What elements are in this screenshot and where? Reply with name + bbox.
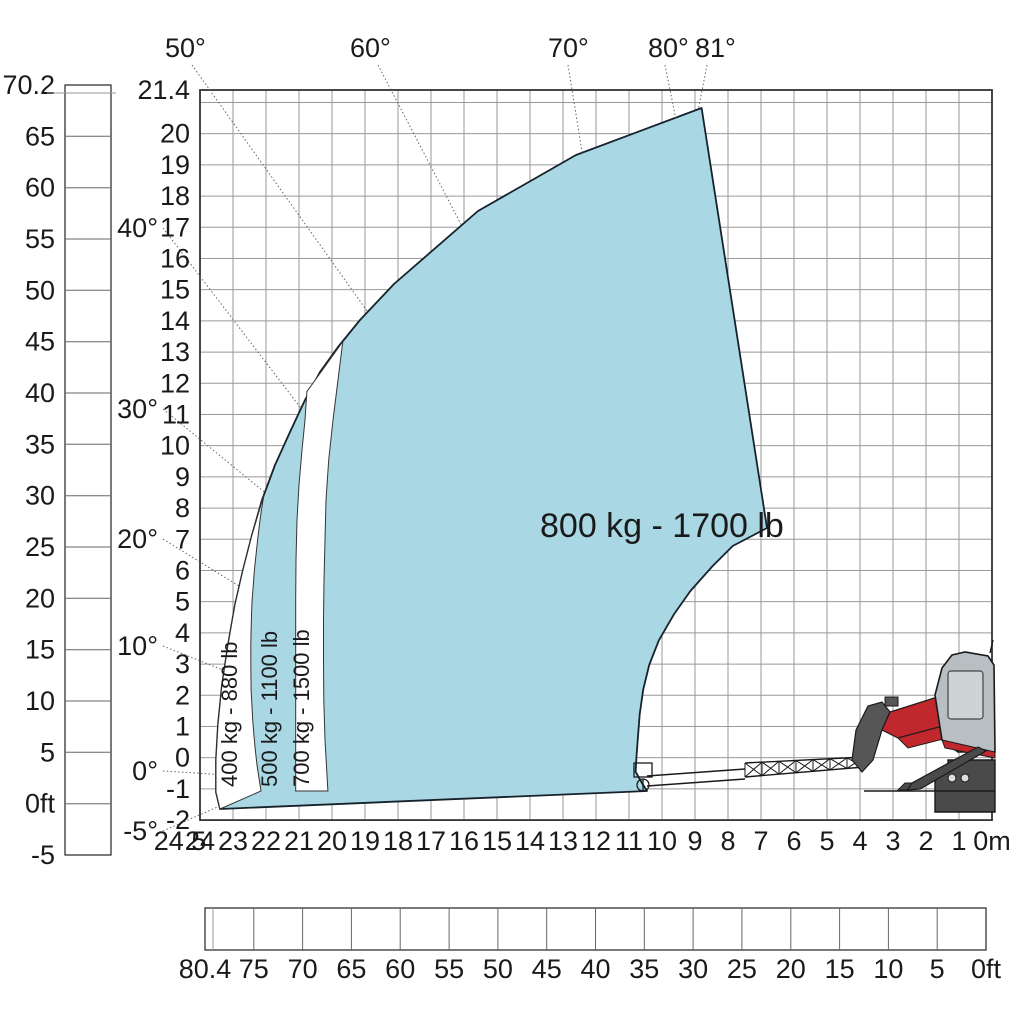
svg-text:80.4: 80.4 <box>179 954 232 984</box>
svg-text:3: 3 <box>175 649 190 679</box>
svg-text:17: 17 <box>160 212 190 242</box>
svg-text:800 kg - 1700 lb: 800 kg - 1700 lb <box>540 507 784 545</box>
svg-text:25: 25 <box>727 954 757 984</box>
svg-text:3: 3 <box>885 826 900 856</box>
svg-text:65: 65 <box>336 954 366 984</box>
svg-text:20: 20 <box>160 119 190 149</box>
svg-text:10: 10 <box>873 954 903 984</box>
svg-text:60: 60 <box>25 173 55 203</box>
svg-text:12: 12 <box>581 826 611 856</box>
svg-text:80°: 80° <box>648 33 689 63</box>
svg-text:22: 22 <box>251 826 281 856</box>
svg-text:24.5: 24.5 <box>154 826 207 856</box>
svg-text:9: 9 <box>687 826 702 856</box>
svg-text:500 kg - 1100 lb: 500 kg - 1100 lb <box>257 631 282 787</box>
svg-text:11: 11 <box>615 826 643 856</box>
svg-text:30°: 30° <box>117 394 158 424</box>
svg-text:6: 6 <box>175 556 190 586</box>
svg-text:400 kg - 880 lb: 400 kg - 880 lb <box>217 641 242 787</box>
svg-text:40: 40 <box>25 378 55 408</box>
svg-text:30: 30 <box>678 954 708 984</box>
svg-text:10: 10 <box>25 686 55 716</box>
svg-text:19: 19 <box>350 826 380 856</box>
svg-text:70°: 70° <box>548 33 589 63</box>
svg-text:21: 21 <box>284 826 314 856</box>
svg-text:20: 20 <box>317 826 347 856</box>
svg-text:14: 14 <box>160 306 190 336</box>
svg-text:50: 50 <box>25 275 55 305</box>
svg-text:16: 16 <box>449 826 479 856</box>
svg-text:1: 1 <box>951 826 966 856</box>
svg-text:17: 17 <box>416 826 446 856</box>
svg-text:-1: -1 <box>166 774 190 804</box>
svg-text:70.2: 70.2 <box>2 70 55 100</box>
svg-text:0m: 0m <box>973 826 1011 856</box>
svg-text:18: 18 <box>383 826 413 856</box>
svg-text:-5: -5 <box>31 840 55 870</box>
svg-text:20: 20 <box>776 954 806 984</box>
svg-text:8: 8 <box>175 493 190 523</box>
svg-text:50°: 50° <box>165 33 206 63</box>
svg-text:9: 9 <box>175 462 190 492</box>
svg-text:16: 16 <box>160 244 190 274</box>
svg-text:70: 70 <box>288 954 318 984</box>
svg-text:60°: 60° <box>350 33 391 63</box>
svg-text:8: 8 <box>720 826 735 856</box>
svg-text:14: 14 <box>515 826 545 856</box>
svg-text:2: 2 <box>918 826 933 856</box>
svg-text:0: 0 <box>175 743 190 773</box>
svg-text:11: 11 <box>162 400 190 430</box>
svg-text:15: 15 <box>825 954 855 984</box>
svg-text:5: 5 <box>175 587 190 617</box>
svg-text:7: 7 <box>175 524 190 554</box>
svg-text:6: 6 <box>786 826 801 856</box>
svg-text:40°: 40° <box>117 213 158 243</box>
svg-text:60: 60 <box>385 954 415 984</box>
svg-text:0ft: 0ft <box>971 954 1002 984</box>
svg-text:81°: 81° <box>695 33 736 63</box>
svg-text:50: 50 <box>483 954 513 984</box>
svg-text:12: 12 <box>160 368 190 398</box>
svg-text:4: 4 <box>175 618 190 648</box>
svg-text:21.4: 21.4 <box>137 75 190 105</box>
svg-text:13: 13 <box>160 337 190 367</box>
svg-text:10: 10 <box>160 431 190 461</box>
svg-text:45: 45 <box>25 327 55 357</box>
svg-text:40: 40 <box>580 954 610 984</box>
svg-text:19: 19 <box>160 150 190 180</box>
svg-text:5: 5 <box>819 826 834 856</box>
svg-text:35: 35 <box>25 429 55 459</box>
svg-text:0ft: 0ft <box>25 789 56 819</box>
svg-text:5: 5 <box>930 954 945 984</box>
svg-text:20°: 20° <box>117 524 158 554</box>
svg-text:700 kg - 1500 lb: 700 kg - 1500 lb <box>289 629 314 787</box>
svg-text:15: 15 <box>482 826 512 856</box>
svg-text:75: 75 <box>239 954 269 984</box>
svg-text:13: 13 <box>548 826 578 856</box>
svg-text:15: 15 <box>25 635 55 665</box>
svg-text:45: 45 <box>532 954 562 984</box>
svg-text:7: 7 <box>753 826 768 856</box>
svg-text:65: 65 <box>25 121 55 151</box>
svg-text:15: 15 <box>160 275 190 305</box>
svg-text:4: 4 <box>852 826 867 856</box>
svg-text:10: 10 <box>647 826 677 856</box>
svg-text:35: 35 <box>629 954 659 984</box>
svg-text:30: 30 <box>25 481 55 511</box>
svg-text:1: 1 <box>175 712 190 742</box>
svg-text:23: 23 <box>218 826 248 856</box>
svg-text:55: 55 <box>25 224 55 254</box>
svg-text:55: 55 <box>434 954 464 984</box>
svg-text:0°: 0° <box>132 756 158 786</box>
svg-text:20: 20 <box>25 583 55 613</box>
svg-text:10°: 10° <box>117 631 158 661</box>
svg-text:5: 5 <box>40 737 55 767</box>
svg-text:25: 25 <box>25 532 55 562</box>
svg-text:2: 2 <box>175 680 190 710</box>
svg-text:18: 18 <box>160 181 190 211</box>
